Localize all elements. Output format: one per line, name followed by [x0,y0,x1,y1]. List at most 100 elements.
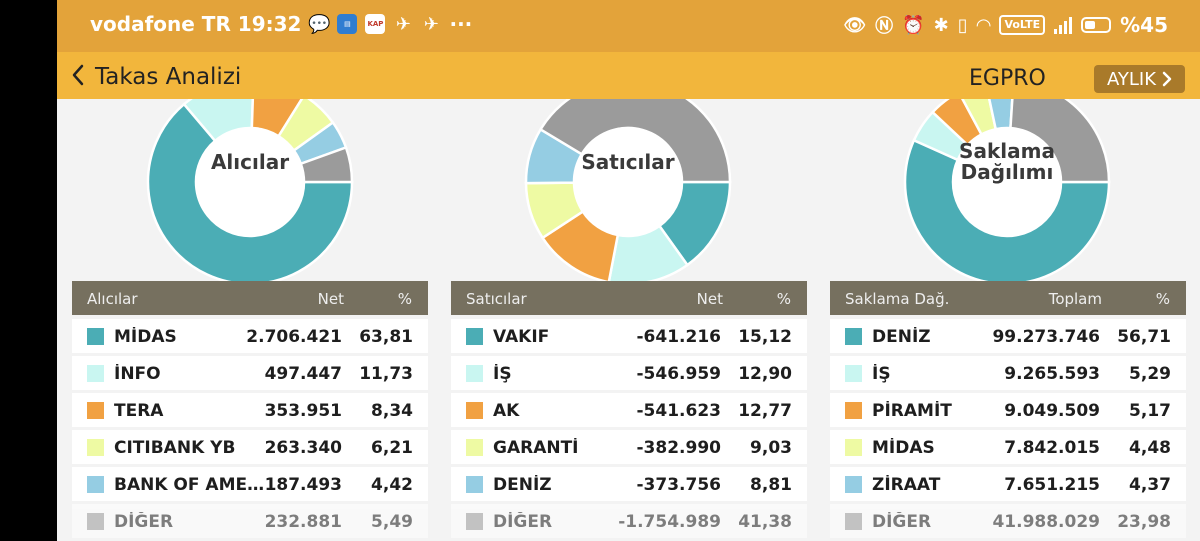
header-total: Toplam [1048,290,1102,308]
table-rows: VAKIF -641.216 15,12 İŞ -546.959 12,90 AK -541.… [451,319,807,538]
row-value: 9.265.593 [1004,364,1100,384]
legend-swatch [466,365,483,382]
table-row[interactable]: MİDAS 7.842.015 4,48 [830,430,1186,464]
content-area: Alıcılar Satıcılar Saklama Dağılımı Alıc… [57,99,1200,541]
row-value: 41.988.029 [992,512,1100,532]
table-row[interactable]: İŞ 9.265.593 5,29 [830,356,1186,390]
legend-swatch [845,402,862,419]
row-percent: 8,81 [750,475,792,495]
row-name: İNFO [114,364,161,384]
donut-hole [953,128,1061,236]
table-row[interactable]: GARANTİ -382.990 9,03 [451,430,807,464]
row-value: -1.754.989 [618,512,721,532]
legend-swatch [845,328,862,345]
table-row[interactable]: VAKIF -641.216 15,12 [451,319,807,353]
row-value: 7.842.015 [1004,438,1100,458]
row-name: AK [493,401,520,421]
table-row[interactable]: ZİRAAT 7.651.215 4,37 [830,467,1186,501]
back-chevron-icon[interactable] [67,63,89,87]
status-bar-left: vodafone TR 19:32 💬 ▤ KAP ✈ ✈ ··· [90,12,472,36]
table-header: Saklama Dağ. Toplam % [830,281,1186,319]
donut-hole [574,128,682,236]
header-name: Alıcılar [87,290,138,308]
sellers-donut-chart [524,99,732,286]
row-value: -641.216 [636,327,722,347]
app-bar: Takas Analizi EGPRO AYLIK [57,52,1200,99]
table-row[interactable]: DİĞER -1.754.989 41,38 [451,504,807,538]
sellers-chart-label: Satıcılar [581,149,675,174]
buyers-table: Alıcılar Net % MİDAS 2.706.421 63,81 İNFO 49… [72,281,428,541]
row-name: DİĞER [114,512,174,532]
chevron-right-icon [1162,71,1172,87]
table-row[interactable]: BANK OF AMERI… 187.493 4,42 [72,467,428,501]
period-label: AYLIK [1106,68,1157,90]
table-row[interactable]: PİRAMİT 9.049.509 5,17 [830,393,1186,427]
row-name: İŞ [493,364,512,384]
legend-swatch [466,402,483,419]
custody-chart-label: Saklama Dağılımı [959,139,1055,184]
row-name: CITIBANK YB [114,438,236,458]
table-row[interactable]: İŞ -546.959 12,90 [451,356,807,390]
table-row[interactable]: İNFO 497.447 11,73 [72,356,428,390]
table-row[interactable]: TERA 353.951 8,34 [72,393,428,427]
header-percent: % [397,290,412,308]
row-percent: 9,03 [750,438,792,458]
row-value: 187.493 [264,475,342,495]
signal-icon [1054,16,1073,34]
row-percent: 5,29 [1129,364,1171,384]
table-rows: DENİZ 99.273.746 56,71 İŞ 9.265.593 5,29 PİRAM… [830,319,1186,538]
legend-swatch [466,476,483,493]
legend-swatch [466,328,483,345]
nfc-icon: Ⓝ [875,16,894,37]
row-value: 99.273.746 [992,327,1100,347]
volte-badge: VoLTE [999,15,1046,35]
row-percent: 56,71 [1117,327,1171,347]
swirl-icon: ✈ [423,13,440,35]
bluetooth-icon: ✱ [933,14,949,36]
row-value: 232.881 [264,512,342,532]
row-name: GARANTİ [493,438,579,458]
legend-swatch [845,439,862,456]
row-percent: 15,12 [738,327,792,347]
row-value: 7.651.215 [1004,475,1100,495]
legend-swatch [845,476,862,493]
app-window: vodafone TR 19:32 💬 ▤ KAP ✈ ✈ ··· 👁 Ⓝ ⏰ … [57,0,1200,541]
chat-bubble-icon: 💬 [308,13,331,35]
period-button[interactable]: AYLIK [1094,65,1185,93]
row-percent: 11,73 [359,364,413,384]
stock-symbol: EGPRO [969,66,1046,91]
wifi-icon: ◠ [976,14,991,36]
custody-donut-chart [903,99,1111,286]
status-bar: vodafone TR 19:32 💬 ▤ KAP ✈ ✈ ··· 👁 Ⓝ ⏰ … [57,0,1200,52]
sellers-table: Satıcılar Net % VAKIF -641.216 15,12 İŞ -546… [451,281,807,541]
legend-swatch [466,513,483,530]
row-percent: 4,42 [371,475,413,495]
custody-table: Saklama Dağ. Toplam % DENİZ 99.273.746 56,… [830,281,1186,541]
table-row[interactable]: DİĞER 41.988.029 23,98 [830,504,1186,538]
header-percent: % [776,290,791,308]
legend-swatch [466,439,483,456]
carrier-time: vodafone TR 19:32 [90,12,302,36]
page-title: Takas Analizi [95,64,242,90]
header-percent: % [1155,290,1170,308]
legend-swatch [87,439,104,456]
table-row[interactable]: DİĞER 232.881 5,49 [72,504,428,538]
table-rows: MİDAS 2.706.421 63,81 İNFO 497.447 11,73 TERA 3… [72,319,428,538]
row-percent: 6,21 [371,438,413,458]
row-value: -541.623 [636,401,722,421]
battery-icon [1081,17,1112,33]
table-row[interactable]: MİDAS 2.706.421 63,81 [72,319,428,353]
row-name: DENİZ [493,475,552,495]
swirl-icon: ✈ [395,13,412,35]
table-row[interactable]: CITIBANK YB 263.340 6,21 [72,430,428,464]
buyers-donut-chart [146,99,354,286]
row-value: -546.959 [636,364,722,384]
status-bar-right: 👁 Ⓝ ⏰ ✱ ▯ ◠ VoLTE %45 [843,12,1168,38]
table-row[interactable]: DENİZ -373.756 8,81 [451,467,807,501]
battery-fill [1085,21,1096,29]
row-percent: 4,37 [1129,475,1171,495]
table-row[interactable]: DENİZ 99.273.746 56,71 [830,319,1186,353]
row-value: 9.049.509 [1004,401,1100,421]
row-name: BANK OF AMERI… [114,475,272,495]
table-row[interactable]: AK -541.623 12,77 [451,393,807,427]
